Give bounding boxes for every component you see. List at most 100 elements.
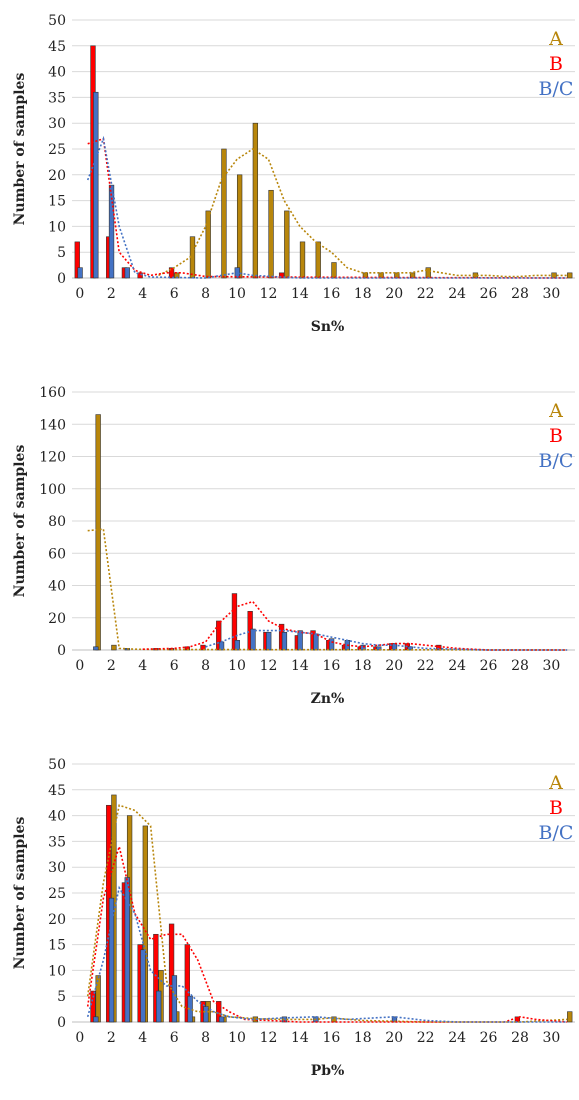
bar-B	[278, 272, 285, 279]
series-B-bars	[153, 593, 442, 651]
x-tick-label: 30	[543, 658, 561, 674]
x-tick-label: 12	[260, 1030, 278, 1046]
legend-entry-A: A	[548, 400, 563, 422]
trendline-A	[158, 148, 568, 278]
x-tick-label: 22	[417, 658, 435, 674]
y-tick-label: 50	[48, 13, 66, 29]
legend-entry-BC: B/C	[539, 78, 574, 100]
x-tick-labels: 0 2 4 6 8 10 12 14 16 18 20 22 24 26 28 30	[75, 658, 560, 674]
bar-BC	[108, 897, 115, 1023]
bar-A	[221, 148, 227, 279]
x-tick-label: 18	[354, 1030, 372, 1046]
x-tick-label: 16	[322, 658, 340, 674]
legend-entry-A: A	[548, 28, 563, 50]
x-tick-label: 0	[75, 1030, 84, 1046]
bar-BC	[93, 1016, 99, 1023]
bar-A	[252, 122, 259, 279]
bar-B	[216, 620, 222, 651]
bar-A	[567, 1011, 573, 1023]
bar-A	[95, 414, 101, 651]
x-tick-label: 30	[543, 1030, 561, 1046]
y-tick-label: 0	[57, 1015, 66, 1031]
bar-BC	[156, 990, 162, 1023]
bar-BC	[171, 975, 178, 1023]
y-tick-label: 25	[48, 886, 66, 902]
x-tick-label: 24	[448, 1030, 466, 1046]
x-tick-label: 26	[480, 1030, 498, 1046]
y-tick-label: 20	[48, 912, 66, 928]
bar-BC	[124, 267, 130, 279]
x-tick-label: 2	[107, 1030, 116, 1046]
bar-BC	[297, 630, 303, 651]
x-tick-label: 4	[138, 658, 147, 674]
trendline-B	[86, 843, 568, 1023]
bar-BC	[234, 640, 240, 651]
y-tick-label: 0	[57, 643, 66, 659]
bar-B	[90, 990, 96, 1023]
y-tick-label: 100	[39, 482, 66, 498]
y-tick-label: 60	[48, 546, 66, 562]
bar-B	[200, 644, 206, 651]
series-B-bars	[74, 45, 285, 279]
legend-entry-B: B	[549, 425, 563, 447]
bar-BC	[266, 631, 272, 651]
series-A-bars	[174, 122, 573, 279]
trendline-BC	[86, 885, 568, 1023]
bar-B	[436, 644, 442, 651]
y-axis-label: Number of samples	[12, 817, 28, 970]
bar-A	[425, 267, 431, 279]
bar-A	[315, 241, 321, 279]
x-tick-label: 10	[228, 658, 246, 674]
bar-A	[111, 644, 117, 651]
x-tick-label: 20	[385, 286, 403, 302]
legend: AB B/C	[539, 28, 574, 100]
bar-BC	[77, 267, 83, 279]
x-tick-label: 26	[480, 286, 498, 302]
x-tick-label: 2	[107, 286, 116, 302]
y-tick-label: 50	[48, 757, 66, 773]
x-tick-label: 24	[448, 286, 466, 302]
x-tick-label: 20	[385, 658, 403, 674]
y-tick-label: 5	[57, 989, 66, 1005]
bar-BC	[140, 949, 146, 1023]
x-tick-label: 20	[385, 1030, 403, 1046]
x-axis-label: Sn%	[311, 319, 345, 335]
bar-BC	[93, 91, 99, 279]
y-tick-label: 20	[48, 168, 66, 184]
x-tick-label: 4	[138, 286, 147, 302]
gridlines	[72, 763, 575, 1023]
gridlines	[72, 391, 575, 651]
y-tick-label: 25	[48, 142, 66, 158]
x-tick-label: 6	[170, 286, 179, 302]
trendline-B	[87, 137, 568, 279]
x-tick-label: 28	[511, 286, 529, 302]
x-tick-label: 2	[107, 658, 116, 674]
x-tick-label: 18	[354, 658, 372, 674]
bar-A	[189, 236, 196, 279]
x-tick-label: 10	[228, 286, 246, 302]
bar-B	[74, 241, 80, 279]
x-tick-label: 18	[354, 286, 372, 302]
bar-BC	[250, 628, 256, 651]
bar-A	[331, 262, 337, 279]
bar-B	[216, 1001, 222, 1023]
bar-BC	[376, 646, 382, 651]
y-tick-label: 30	[48, 860, 66, 876]
x-tick-label: 16	[322, 286, 340, 302]
x-tick-label: 24	[448, 658, 466, 674]
x-tick-label: 4	[138, 1030, 147, 1046]
y-tick-label: 30	[48, 116, 66, 132]
x-tick-label: 14	[291, 1030, 309, 1046]
bar-A	[236, 174, 243, 279]
chart-pb: 0 5 10 15 20 25 30 35 40 45 50 0 2 4 6 8 10 12 14 16 18 20 22 2…	[0, 744, 579, 1100]
bar-BC	[124, 877, 130, 1023]
x-tick-label: 0	[75, 286, 84, 302]
y-axis-label: Number of samples	[12, 445, 28, 598]
bar-A	[284, 210, 290, 279]
bar-B	[168, 923, 175, 1023]
x-tick-label: 16	[322, 1030, 340, 1046]
legend-entry-B: B	[549, 797, 563, 819]
legend: AB B/C	[539, 772, 574, 844]
x-tick-label: 30	[543, 286, 561, 302]
